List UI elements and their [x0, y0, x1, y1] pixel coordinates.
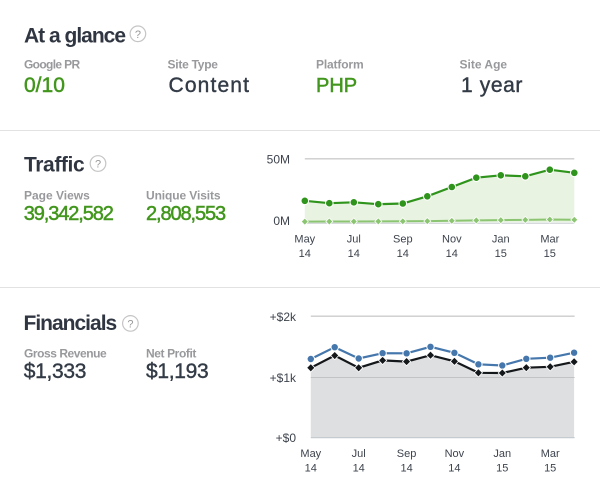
svg-text:At a glance: At a glance: [24, 24, 125, 47]
svg-text:May: May: [294, 234, 315, 246]
svg-text:Content: Content: [169, 74, 251, 97]
svg-text:15: 15: [496, 462, 508, 474]
svg-text:14: 14: [448, 462, 460, 474]
svg-text:50M: 50M: [267, 152, 290, 166]
svg-text:Jul: Jul: [352, 448, 366, 460]
svg-text:+$0: +$0: [276, 431, 297, 445]
svg-text:15: 15: [544, 462, 556, 474]
svg-text:Sep: Sep: [393, 234, 413, 246]
svg-text:Google PR: Google PR: [24, 58, 80, 72]
svg-text:May: May: [300, 448, 321, 460]
svg-text:+$2k: +$2k: [270, 310, 297, 324]
svg-text:Financials: Financials: [24, 312, 117, 335]
svg-text:Jan: Jan: [492, 234, 510, 246]
svg-text:+$1k: +$1k: [270, 371, 297, 385]
svg-text:$1,333: $1,333: [24, 360, 86, 383]
svg-text:Jan: Jan: [493, 448, 511, 460]
svg-text:15: 15: [495, 248, 507, 260]
svg-text:?: ?: [95, 159, 101, 171]
svg-text:Jul: Jul: [347, 234, 361, 246]
svg-text:14: 14: [348, 248, 360, 260]
svg-text:2,808,553: 2,808,553: [146, 203, 226, 225]
svg-text:Mar: Mar: [540, 234, 559, 246]
svg-text:PHP: PHP: [316, 75, 357, 97]
svg-text:Page Views: Page Views: [24, 189, 90, 203]
svg-text:Site Age: Site Age: [460, 58, 508, 72]
svg-text:1 year: 1 year: [461, 74, 523, 97]
svg-text:14: 14: [305, 462, 317, 474]
svg-text:Sep: Sep: [397, 448, 417, 460]
svg-text:?: ?: [127, 318, 133, 330]
svg-text:Net Profit: Net Profit: [146, 347, 196, 361]
svg-text:Nov: Nov: [442, 234, 462, 246]
svg-text:14: 14: [299, 248, 311, 260]
svg-text:?: ?: [135, 29, 141, 41]
svg-text:0/10: 0/10: [24, 74, 65, 97]
svg-text:Site Type: Site Type: [168, 58, 219, 72]
svg-text:0M: 0M: [273, 214, 290, 228]
svg-text:Traffic: Traffic: [24, 153, 85, 176]
svg-text:Platform: Platform: [316, 58, 363, 72]
svg-text:14: 14: [446, 248, 458, 260]
svg-text:Unique Visits: Unique Visits: [146, 189, 221, 203]
svg-text:Mar: Mar: [541, 448, 560, 460]
svg-text:15: 15: [544, 248, 556, 260]
svg-text:14: 14: [400, 462, 412, 474]
svg-text:Nov: Nov: [445, 448, 465, 460]
svg-text:$1,193: $1,193: [146, 360, 208, 383]
svg-text:14: 14: [397, 248, 409, 260]
svg-text:39,342,582: 39,342,582: [24, 203, 114, 225]
svg-text:14: 14: [353, 462, 365, 474]
svg-text:Gross Revenue: Gross Revenue: [24, 347, 107, 361]
